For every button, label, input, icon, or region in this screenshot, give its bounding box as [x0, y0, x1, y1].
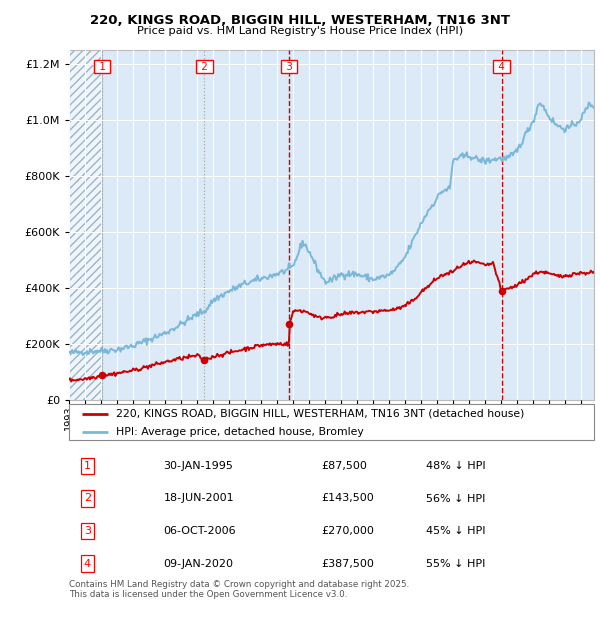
- Bar: [69, 50, 102, 400]
- Text: 18-JUN-2001: 18-JUN-2001: [163, 494, 234, 503]
- Text: 56% ↓ HPI: 56% ↓ HPI: [426, 494, 485, 503]
- Text: £270,000: £270,000: [321, 526, 374, 536]
- Text: £143,500: £143,500: [321, 494, 374, 503]
- Text: 1: 1: [96, 62, 109, 72]
- Text: HPI: Average price, detached house, Bromley: HPI: Average price, detached house, Brom…: [116, 427, 364, 437]
- Text: 06-OCT-2006: 06-OCT-2006: [163, 526, 236, 536]
- Text: 3: 3: [283, 62, 296, 72]
- Text: £387,500: £387,500: [321, 559, 374, 569]
- Text: 55% ↓ HPI: 55% ↓ HPI: [426, 559, 485, 569]
- Text: 48% ↓ HPI: 48% ↓ HPI: [426, 461, 485, 471]
- Text: 4: 4: [84, 559, 91, 569]
- Text: 30-JAN-1995: 30-JAN-1995: [163, 461, 233, 471]
- Text: Contains HM Land Registry data © Crown copyright and database right 2025.
This d: Contains HM Land Registry data © Crown c…: [69, 580, 409, 599]
- Text: 45% ↓ HPI: 45% ↓ HPI: [426, 526, 485, 536]
- Text: 220, KINGS ROAD, BIGGIN HILL, WESTERHAM, TN16 3NT (detached house): 220, KINGS ROAD, BIGGIN HILL, WESTERHAM,…: [116, 409, 524, 419]
- Bar: [69, 50, 102, 400]
- Text: 2: 2: [198, 62, 211, 72]
- Text: 3: 3: [84, 526, 91, 536]
- Text: 09-JAN-2020: 09-JAN-2020: [163, 559, 233, 569]
- Text: 4: 4: [495, 62, 508, 72]
- Text: 220, KINGS ROAD, BIGGIN HILL, WESTERHAM, TN16 3NT: 220, KINGS ROAD, BIGGIN HILL, WESTERHAM,…: [90, 14, 510, 27]
- Text: £87,500: £87,500: [321, 461, 367, 471]
- Text: 2: 2: [84, 494, 91, 503]
- FancyBboxPatch shape: [69, 404, 594, 440]
- Text: 1: 1: [84, 461, 91, 471]
- Text: Price paid vs. HM Land Registry's House Price Index (HPI): Price paid vs. HM Land Registry's House …: [137, 26, 463, 36]
